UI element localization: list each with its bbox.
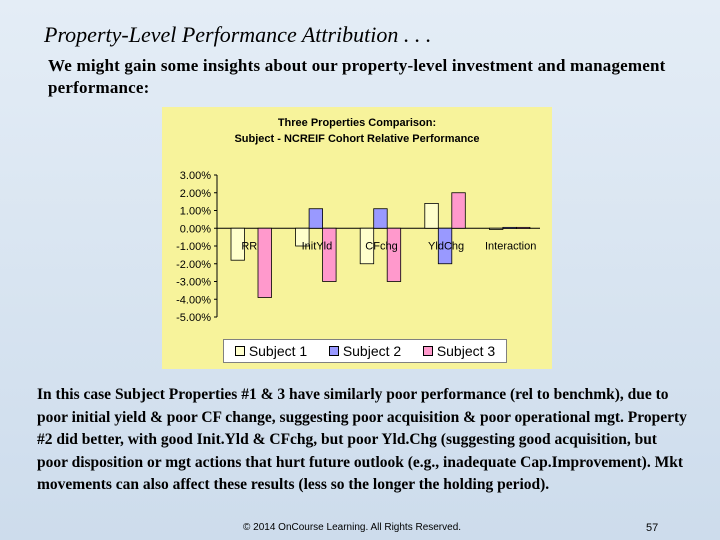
x-category-label: CFchg bbox=[365, 240, 397, 252]
y-tick-label: -3.00% bbox=[176, 277, 211, 289]
chart-area: Three Properties Comparison: Subject - NC… bbox=[162, 107, 552, 369]
legend-swatch bbox=[422, 346, 433, 356]
y-tick-label: -1.00% bbox=[176, 241, 211, 253]
y-tick-label: 2.00% bbox=[180, 188, 211, 200]
chart-title: Three Properties Comparison: bbox=[278, 117, 436, 129]
bar bbox=[515, 226, 531, 229]
bar bbox=[322, 227, 337, 282]
bar bbox=[308, 208, 324, 229]
x-category-label: YldChg bbox=[428, 240, 464, 252]
legend-swatch bbox=[234, 346, 245, 356]
legend-item: Subject 1 bbox=[234, 343, 308, 359]
legend-item: Subject 2 bbox=[328, 343, 402, 359]
x-category-label: Interaction bbox=[485, 240, 536, 252]
copyright-text: © 2014 OnCourse Learning. All Rights Res… bbox=[243, 522, 462, 533]
bar bbox=[424, 203, 439, 229]
bar bbox=[437, 227, 453, 265]
legend-item: Subject 3 bbox=[422, 343, 496, 359]
page-number: 57 bbox=[646, 522, 659, 534]
y-tick-label: -5.00% bbox=[176, 312, 211, 324]
bar bbox=[373, 208, 388, 229]
bar bbox=[359, 227, 375, 265]
intro-text: We might gain some insights about our pr… bbox=[48, 56, 666, 97]
bar bbox=[451, 192, 466, 229]
y-tick-label: -2.00% bbox=[176, 259, 211, 271]
bar bbox=[257, 227, 272, 298]
x-category-label: InitYld bbox=[302, 240, 333, 252]
bar bbox=[488, 227, 504, 230]
legend-label: Subject 3 bbox=[436, 343, 496, 359]
bar bbox=[230, 227, 245, 261]
bar bbox=[295, 227, 310, 247]
y-tick-label: -4.00% bbox=[176, 294, 211, 306]
bar bbox=[386, 227, 402, 282]
chart-subtitle: Subject - NCREIF Cohort Relative Perform… bbox=[234, 133, 479, 145]
legend-swatch bbox=[328, 346, 339, 356]
body-text: In this case Subject Properties #1 & 3 h… bbox=[37, 386, 687, 493]
slide-title: Property-Level Performance Attribution .… bbox=[44, 22, 432, 47]
bar-chart: Three Properties Comparison: Subject - NC… bbox=[176, 117, 540, 324]
legend-label: Subject 2 bbox=[342, 343, 402, 359]
y-tick-label: 3.00% bbox=[180, 170, 211, 182]
y-tick-label: 1.00% bbox=[180, 206, 211, 218]
y-tick-label: 0.00% bbox=[180, 223, 211, 235]
x-category-label: RR bbox=[241, 240, 257, 252]
chart-legend: Subject 1 Subject 2 Subject 3 bbox=[223, 339, 507, 363]
legend-label: Subject 1 bbox=[248, 343, 308, 359]
footer: © 2014 OnCourse Learning. All Rights Res… bbox=[0, 520, 720, 536]
bar bbox=[502, 226, 517, 229]
